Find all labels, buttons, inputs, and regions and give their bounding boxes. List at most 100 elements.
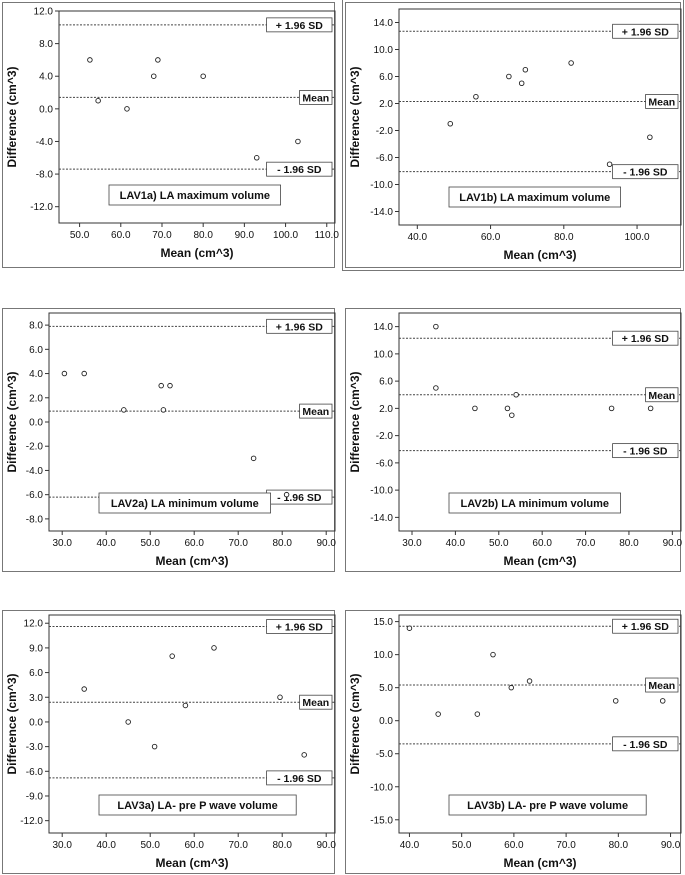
y-tick-label: 12.0 bbox=[24, 619, 44, 630]
x-tick-label: 50.0 bbox=[140, 538, 160, 549]
data-point bbox=[125, 719, 131, 725]
y-axis-label: Difference (cm^3) bbox=[5, 66, 19, 167]
y-tick-label: -6.0 bbox=[376, 153, 394, 164]
y-tick-label: -6.0 bbox=[376, 458, 394, 469]
reference-line-label-box bbox=[645, 677, 679, 693]
y-tick-label: 0.0 bbox=[29, 717, 43, 728]
data-point bbox=[506, 73, 512, 80]
y-tick-label: -2.0 bbox=[376, 126, 394, 137]
y-tick-label: -8.0 bbox=[36, 170, 54, 181]
x-tick-label: 70.0 bbox=[152, 230, 172, 241]
x-tick-label: 90.0 bbox=[663, 538, 683, 549]
y-tick-label: 15.0 bbox=[374, 617, 394, 628]
reference-line-label-box bbox=[266, 619, 333, 634]
x-tick-label: 80.0 bbox=[193, 230, 213, 241]
chart-svg: 14.0 10.0 6.0 2.0 -2.0 -6.0 -10.0 -14.0 40.0 60.0… bbox=[348, 8, 682, 262]
reference-line-label-box bbox=[612, 736, 679, 752]
panel-label: LAV1a) LA maximum volume bbox=[120, 190, 270, 202]
y-tick-label: -10.0 bbox=[370, 486, 393, 497]
y-tick-label: 9.0 bbox=[29, 643, 43, 654]
y-tick-label: -12.0 bbox=[20, 816, 43, 827]
y-axis-label: Difference (cm^3) bbox=[348, 66, 362, 167]
y-tick-label: -10.0 bbox=[370, 180, 393, 191]
panel-label-box bbox=[108, 184, 282, 206]
y-tick-label: 12.0 bbox=[34, 7, 54, 18]
data-point bbox=[433, 323, 439, 330]
plot-area bbox=[398, 8, 682, 226]
x-tick-label: 100.0 bbox=[625, 232, 650, 243]
data-point bbox=[124, 106, 130, 112]
x-tick-label: 70.0 bbox=[576, 538, 596, 549]
y-tick-label: -6.0 bbox=[26, 767, 44, 778]
reference-line-label-box bbox=[266, 318, 333, 334]
data-point bbox=[211, 645, 217, 651]
bland-altman-panel-lav3b: 15.0 10.0 5.0 0.0 -5.0 -10.0 -15.0 40.0 50.0 60.0… bbox=[345, 610, 682, 874]
data-point bbox=[169, 653, 175, 659]
x-tick-label: 100.0 bbox=[273, 230, 298, 241]
y-tick-label: -8.0 bbox=[26, 514, 44, 525]
chart-svg: 14.0 10.0 6.0 2.0 -2.0 -6.0 -10.0 -14.0 30.0 40.0… bbox=[348, 312, 683, 568]
data-point bbox=[518, 80, 525, 86]
reference-line-label: Mean bbox=[302, 92, 329, 104]
reference-line-label: - 1.96 SD bbox=[277, 773, 322, 785]
data-point bbox=[81, 686, 87, 692]
bland-altman-panel-lav1b: 14.0 10.0 6.0 2.0 -2.0 -6.0 -10.0 -14.0 40.0 60.0… bbox=[342, 0, 684, 271]
x-axis-label: Mean (cm^3) bbox=[155, 856, 228, 870]
reference-line-label-box bbox=[266, 161, 333, 177]
reference-line-label: - 1.96 SD bbox=[623, 446, 668, 458]
y-tick-label: 0.0 bbox=[29, 418, 43, 429]
panel-label: LAV2b) LA minimum volume bbox=[461, 498, 610, 510]
reference-line-label: + 1.96 SD bbox=[622, 333, 669, 345]
y-tick-label: -14.0 bbox=[370, 513, 393, 524]
x-tick-label: 110.0 bbox=[315, 230, 340, 241]
data-point bbox=[200, 73, 206, 79]
reference-line-label: + 1.96 SD bbox=[622, 26, 669, 38]
x-tick-label: 80.0 bbox=[619, 538, 639, 549]
panel-label-box bbox=[448, 186, 622, 208]
reference-line-label: Mean bbox=[648, 680, 675, 692]
x-tick-label: 40.0 bbox=[96, 840, 116, 851]
data-point bbox=[504, 405, 511, 412]
x-tick-label: 60.0 bbox=[111, 230, 131, 241]
data-point bbox=[490, 651, 496, 658]
plot-area bbox=[58, 10, 336, 224]
data-point bbox=[508, 684, 515, 691]
y-tick-label: -3.0 bbox=[26, 742, 44, 753]
data-point bbox=[522, 66, 529, 73]
reference-line-label-box bbox=[299, 90, 333, 105]
x-tick-label: 50.0 bbox=[70, 230, 90, 241]
x-tick-label: 90.0 bbox=[661, 840, 681, 851]
x-tick-label: 50.0 bbox=[452, 840, 472, 851]
x-tick-label: 40.0 bbox=[400, 840, 420, 851]
data-point bbox=[277, 694, 283, 701]
reference-line-label-box bbox=[299, 403, 333, 419]
reference-line-label-box bbox=[645, 94, 679, 109]
reference-line-label: + 1.96 SD bbox=[622, 621, 669, 633]
y-axis-label: Difference (cm^3) bbox=[5, 673, 19, 774]
data-point bbox=[150, 73, 157, 79]
x-tick-label: 30.0 bbox=[402, 538, 422, 549]
y-tick-label: 2.0 bbox=[379, 404, 393, 415]
data-point bbox=[250, 455, 257, 462]
panel-label: LAV3a) LA- pre P wave volume bbox=[117, 800, 277, 812]
data-point bbox=[160, 407, 167, 413]
x-tick-label: 60.0 bbox=[481, 232, 501, 243]
y-tick-label: 3.0 bbox=[29, 693, 43, 704]
chart-svg: 8.0 6.0 4.0 2.0 0.0 -2.0 -4.0 -6.0 -8.0 30.0 40.0 5… bbox=[5, 312, 336, 568]
x-axis-label: Mean (cm^3) bbox=[155, 554, 228, 568]
data-point bbox=[526, 678, 533, 684]
x-tick-label: 30.0 bbox=[52, 538, 72, 549]
data-point bbox=[568, 60, 574, 66]
x-tick-label: 60.0 bbox=[184, 840, 204, 851]
reference-line-label: Mean bbox=[648, 390, 675, 402]
x-tick-label: 50.0 bbox=[489, 538, 509, 549]
reference-line-label: + 1.96 SD bbox=[276, 622, 323, 634]
x-axis-label: Mean (cm^3) bbox=[503, 248, 576, 262]
data-point bbox=[435, 711, 441, 717]
data-point bbox=[301, 752, 307, 758]
data-point bbox=[406, 625, 413, 631]
y-tick-label: 4.0 bbox=[29, 369, 43, 380]
reference-line-label: - 1.96 SD bbox=[623, 167, 668, 179]
data-point bbox=[612, 698, 619, 704]
y-tick-label: 6.0 bbox=[29, 668, 43, 679]
